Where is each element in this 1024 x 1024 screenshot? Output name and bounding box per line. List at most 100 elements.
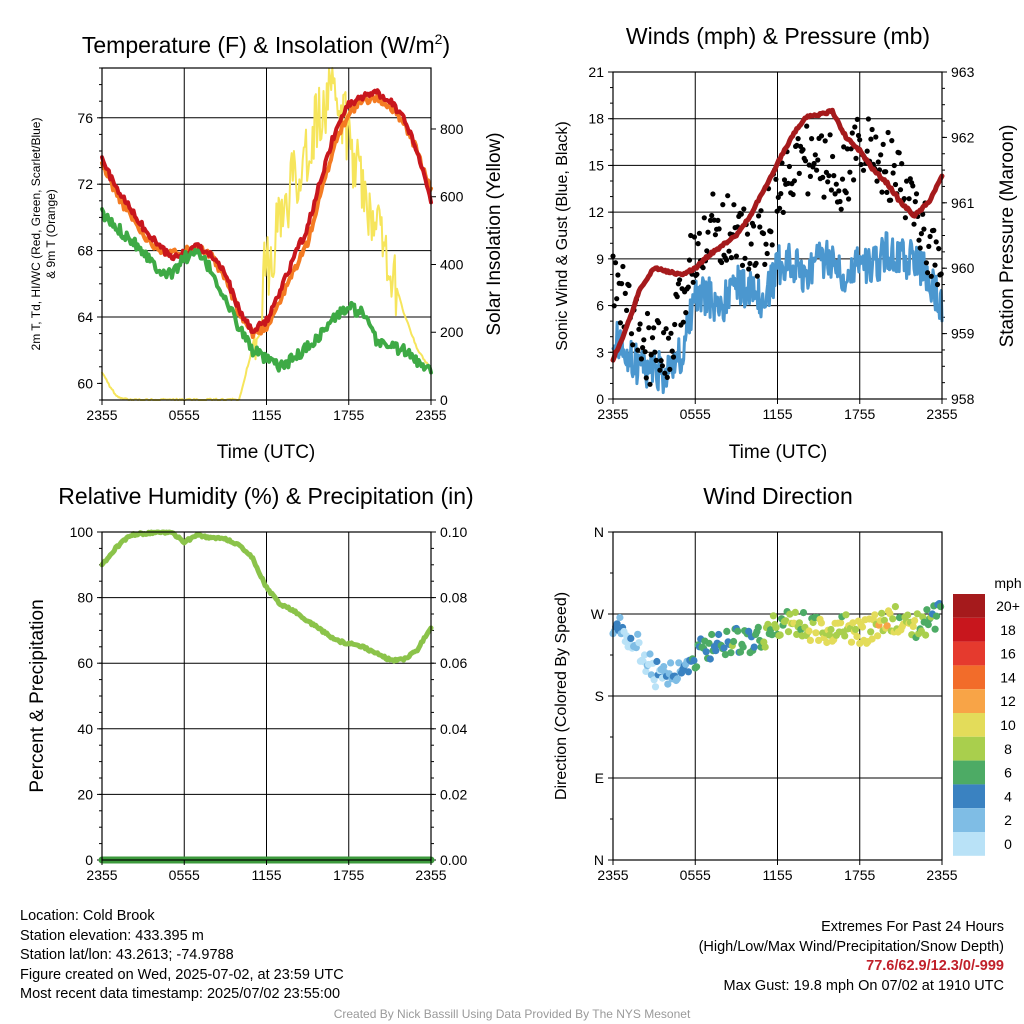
wind-ytick-label: 6: [596, 298, 604, 314]
gust-point: [778, 191, 784, 197]
gust-point: [695, 241, 701, 247]
gust-point: [642, 349, 648, 355]
direction-point: [812, 629, 820, 637]
gust-point: [665, 335, 672, 341]
gust-point: [931, 227, 937, 233]
direction-point: [739, 643, 747, 651]
gust-point: [781, 177, 788, 183]
wind-xtick-label: 1155: [762, 406, 792, 422]
dir-xtick-label: 2355: [597, 867, 628, 883]
gust-point: [807, 173, 814, 179]
direction-point: [904, 611, 912, 619]
gust-point: [932, 262, 938, 268]
wind-ytick-label: 9: [596, 251, 604, 267]
gust-point: [715, 217, 721, 223]
direction-point: [793, 630, 801, 639]
direction-point: [922, 631, 930, 639]
gust-point: [741, 206, 747, 212]
direction-point: [842, 611, 850, 619]
precip-y2tick-label: 0.04: [440, 721, 467, 737]
rh-ytick-label: 80: [77, 590, 93, 606]
gust-point: [658, 358, 664, 364]
gust-point: [748, 241, 754, 247]
pressure-y2tick-label: 961: [951, 195, 975, 211]
wind-xlabel: Time (UTC): [729, 442, 828, 463]
wind-ylabel: Sonic Wind & Gust (Blue, Black): [554, 121, 571, 350]
dir-title: Wind Direction: [703, 483, 853, 509]
pressure-y2tick-label: 963: [951, 64, 975, 80]
rh-ytick-label: 60: [77, 655, 93, 671]
gust-point: [853, 155, 859, 161]
direction-point: [823, 638, 831, 647]
legend-label: 0: [1004, 836, 1012, 852]
temp-ytick-label: 72: [77, 176, 93, 192]
direction-point: [791, 608, 799, 617]
gust-point: [802, 158, 809, 164]
gust-point: [747, 260, 753, 267]
gust-point: [790, 191, 796, 198]
gust-point: [815, 157, 821, 163]
gust-point: [884, 189, 890, 195]
gust-point: [723, 257, 730, 263]
gust-point: [883, 169, 889, 175]
direction-point: [853, 632, 861, 641]
gust-point: [777, 205, 783, 211]
gust-point: [828, 187, 835, 193]
precip-y2tick-label: 0.02: [440, 786, 467, 802]
direction-point: [634, 630, 642, 638]
max-gust: Max Gust: 19.8 mph On 07/02 at 1910 UTC: [723, 977, 1004, 994]
direction-point: [693, 663, 701, 671]
rh-xtick-label: 1755: [333, 867, 364, 883]
gust-point: [685, 284, 691, 290]
gust-point: [635, 347, 641, 353]
recent-timestamp: Most recent data timestamp: 2025/07/02 2…: [20, 986, 341, 1002]
gust-point: [918, 231, 925, 237]
extremes-values: 77.6/62.9/12.3/0/-999: [866, 958, 1004, 974]
legend-swatch: [953, 665, 985, 690]
gust-point: [744, 231, 751, 237]
gust-point: [896, 150, 902, 156]
gust-point: [705, 229, 711, 235]
direction-point: [769, 612, 778, 620]
direction-point: [827, 625, 835, 634]
legend-swatch: [953, 832, 985, 856]
direction-point: [852, 625, 860, 634]
gust-point: [648, 352, 654, 358]
direction-point: [795, 619, 804, 627]
legend-label: 20+: [996, 598, 1020, 614]
pressure-y2tick-label: 959: [951, 326, 975, 342]
gust-point: [669, 348, 675, 354]
direction-point: [772, 624, 780, 632]
gust-point: [785, 180, 791, 186]
direction-point: [635, 639, 643, 647]
gust-point: [865, 116, 872, 122]
gust-point: [811, 160, 817, 167]
rh-ytick-label: 40: [77, 721, 93, 737]
temp-ytick-label: 60: [77, 375, 93, 391]
dir-xtick-label: 0555: [680, 867, 711, 883]
gust-point: [888, 197, 894, 203]
gust-point: [837, 198, 843, 205]
rh-xtick-label: 2355: [86, 867, 117, 883]
gust-point: [619, 281, 625, 287]
direction-point: [730, 637, 738, 646]
gust-point: [844, 146, 851, 152]
gust-point: [812, 152, 818, 158]
legend-label: 16: [1000, 646, 1016, 662]
direction-point: [784, 628, 793, 636]
wind-ytick-label: 0: [596, 391, 604, 407]
temp-ytick-label: 68: [77, 243, 93, 259]
direction-point: [799, 609, 808, 617]
gust-point: [875, 159, 881, 165]
direction-point: [815, 636, 823, 645]
direction-point: [708, 630, 716, 639]
direction-point: [932, 612, 941, 620]
direction-point: [646, 650, 654, 658]
legend-swatch: [953, 713, 985, 737]
station-latlon: Station lat/lon: 43.2613; -74.9788: [20, 947, 234, 963]
wind-xtick-label: 0555: [680, 406, 711, 422]
direction-point: [931, 625, 939, 633]
gust-point: [920, 211, 926, 217]
